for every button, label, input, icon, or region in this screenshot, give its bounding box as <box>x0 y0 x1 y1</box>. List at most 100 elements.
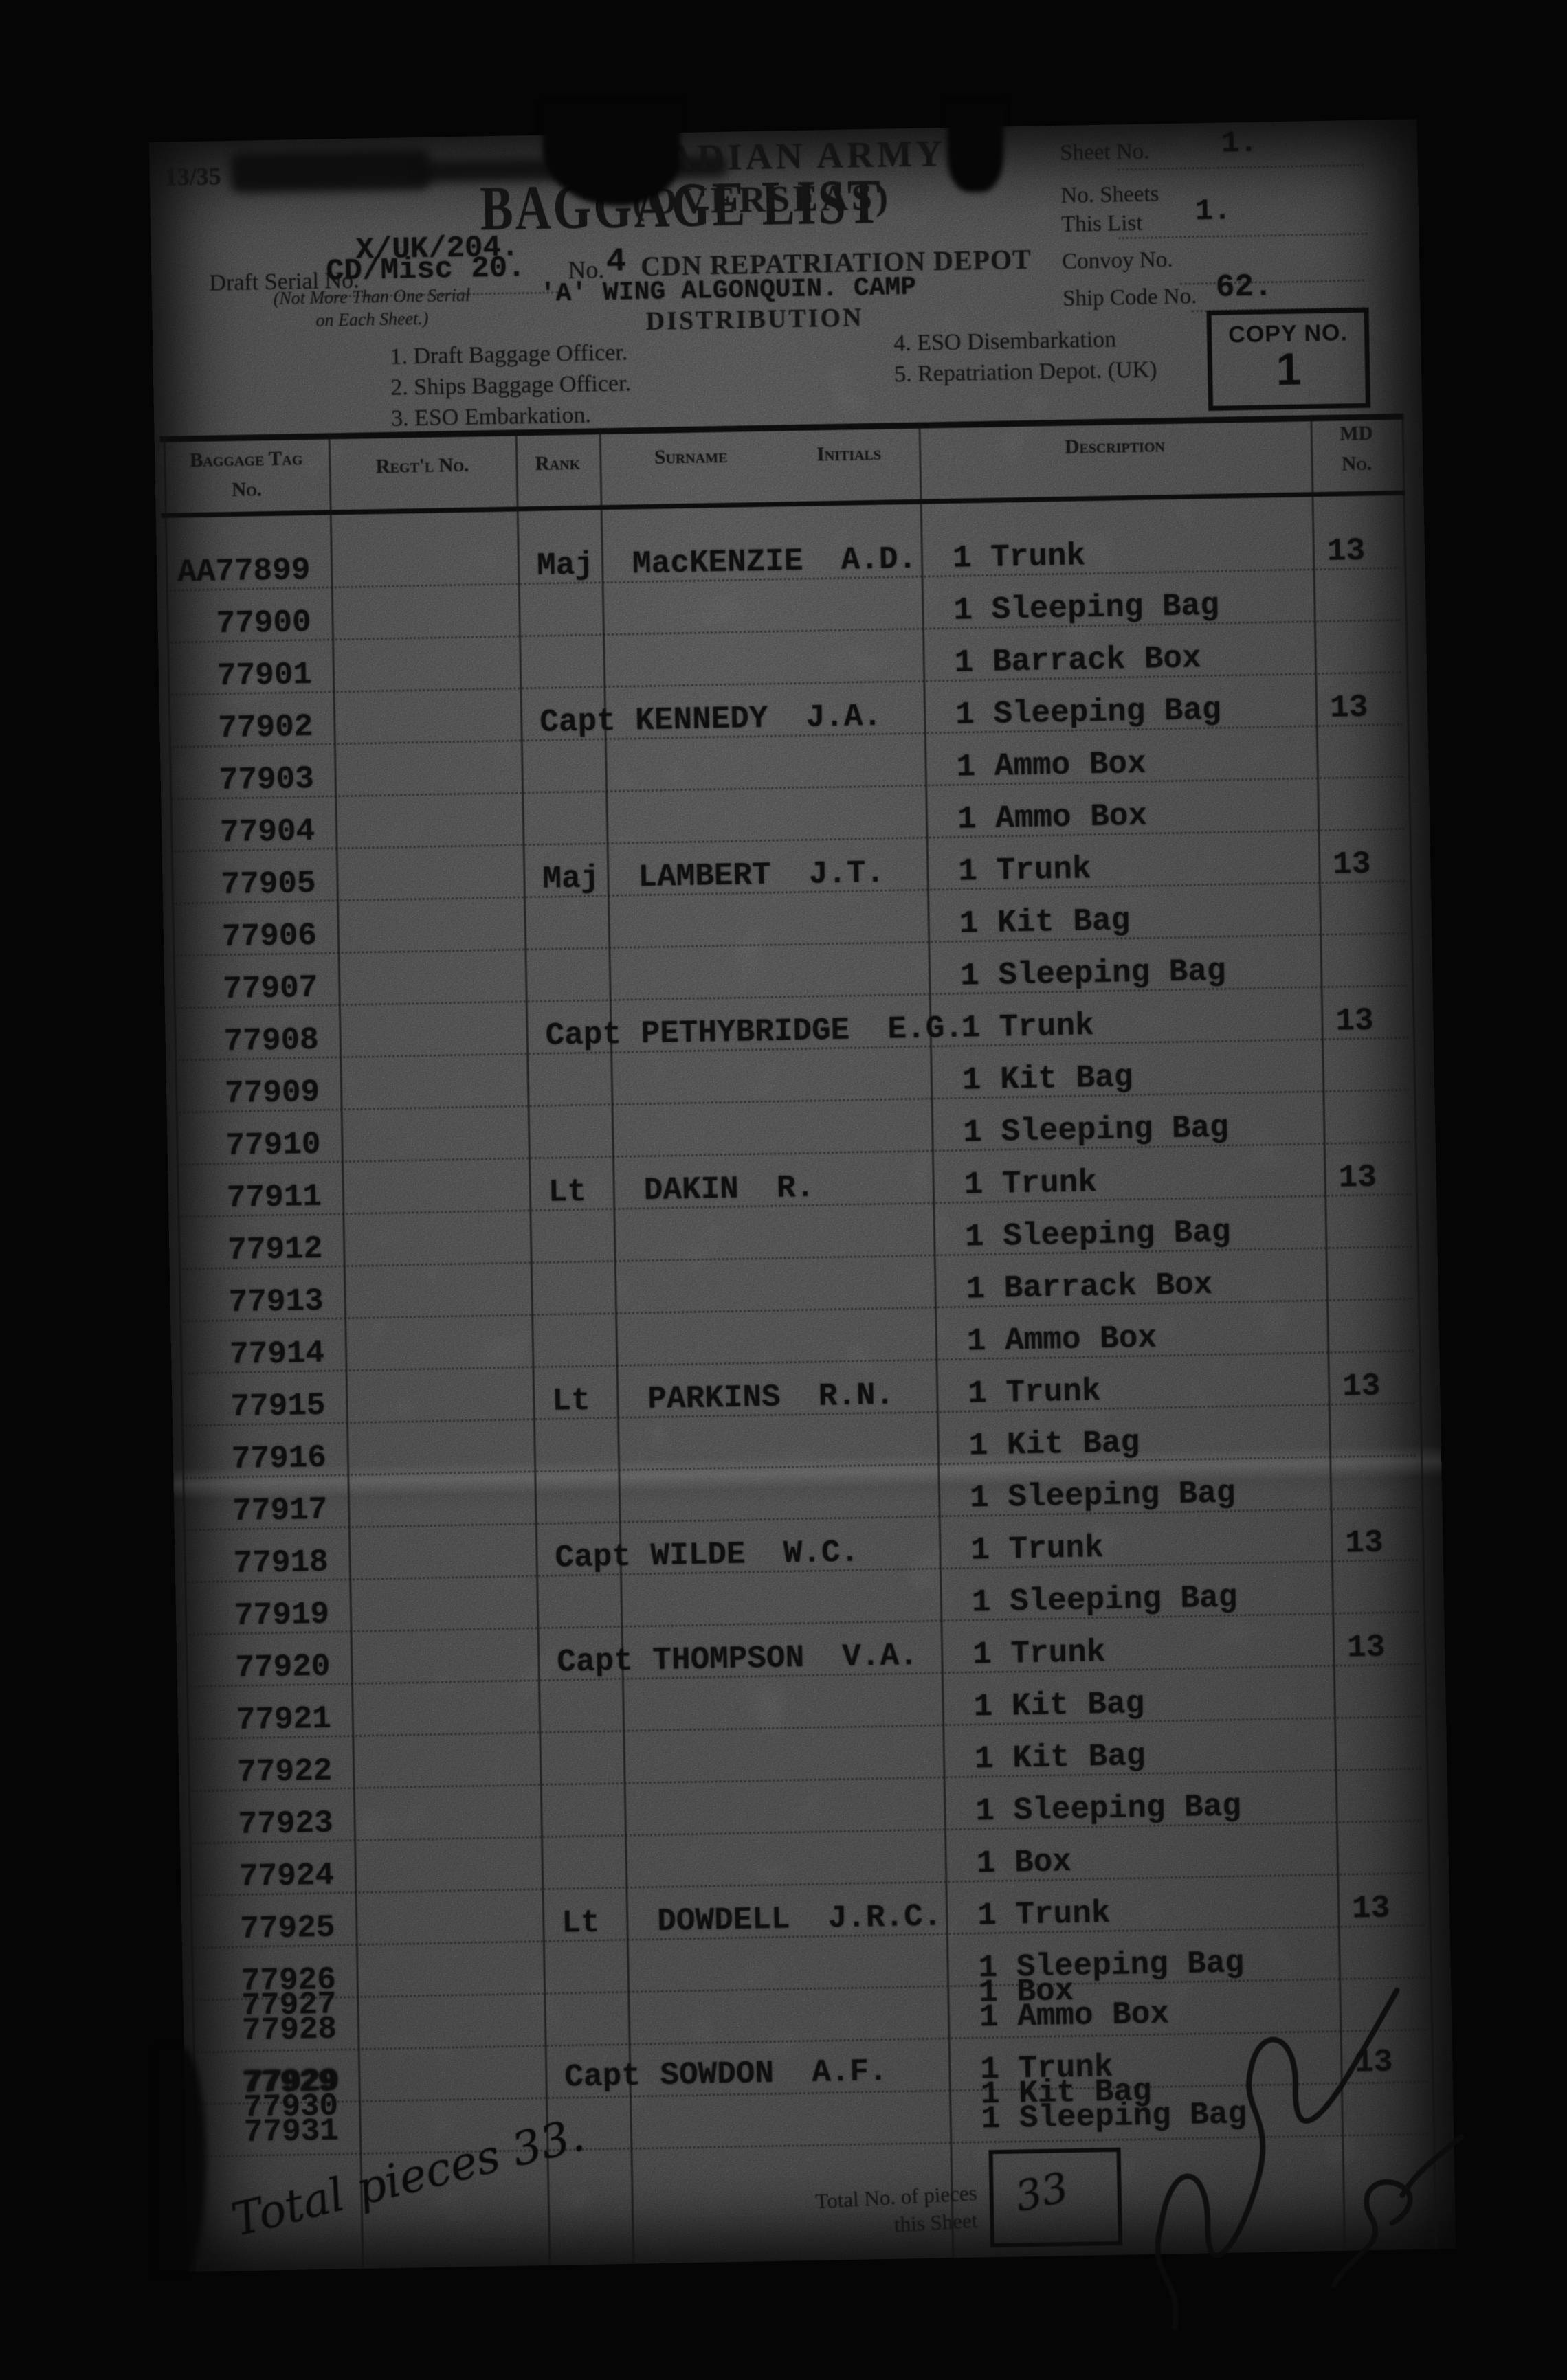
distribution-item: 5. Repatriation Depot. (UK) <box>893 357 1157 388</box>
description-cell: 1 Ammo Box <box>979 1996 1170 2036</box>
md-no-cell: 13 <box>1351 1890 1390 1927</box>
ship-code-label: Ship Code No. <box>1062 284 1197 311</box>
baggage-tag-cell: 77919 <box>234 1596 330 1635</box>
total-pieces-value: 33 <box>1011 2163 1073 2222</box>
sheet-no-rule <box>1117 164 1364 171</box>
md-no-cell: 13 <box>1344 1525 1384 1562</box>
no-sheets-value: 1. <box>1194 194 1232 229</box>
md-no-cell: 13 <box>1338 1159 1377 1196</box>
surname-initials-cell: LAMBERT J.T. <box>638 855 885 896</box>
description-cell: 1 Ammo Box <box>956 745 1147 785</box>
rank-cell: Lt <box>561 1905 601 1942</box>
table-row: 77919 1 Sleeping Bag <box>176 1576 1445 1638</box>
description-cell: 1 Ammo Box <box>957 798 1148 838</box>
surname-initials-cell: WILDE W.C. <box>650 1534 860 1575</box>
table-row: 77925 Lt DOWDELL J.R.C. 1 Trunk 13 <box>181 1889 1450 1951</box>
surname-initials-cell: PETHYBRIDGE E.G. <box>641 1010 964 1053</box>
table-row: 77920 Capt THOMPSON V.A. 1 Trunk 13 <box>177 1628 1445 1690</box>
form-title: BAGGAGE LIST <box>479 166 884 244</box>
description-cell: 1 Kit Bag <box>973 1686 1145 1725</box>
baggage-tag-cell: 77907 <box>222 969 318 1008</box>
baggage-tag-cell: 77921 <box>236 1700 332 1739</box>
distribution-list-left: 1. Draft Baggage Officer. 2. Ships Baggag… <box>390 337 632 434</box>
baggage-tag-cell: 77901 <box>216 656 313 695</box>
col-header-md-no: No. <box>1341 452 1372 475</box>
distribution-list-right: 4. ESO Disembarkation 5. Repatriation Dep… <box>893 323 1157 390</box>
description-cell: 1 Trunk <box>970 1530 1104 1569</box>
description-cell: 1 Box <box>976 1843 1072 1882</box>
distribution-item: 4. ESO Disembarkation <box>893 326 1117 357</box>
description-cell: 1 Sleeping Bag <box>971 1580 1238 1621</box>
scan-artifact-blob <box>543 103 680 206</box>
form-number-label: 13/35 <box>164 162 222 191</box>
table-row: 77912 1 Sleeping Bag <box>169 1211 1438 1272</box>
table-row: 77906 1 Kit Bag <box>164 897 1432 959</box>
table-row: 77902 Capt KENNEDY J.A. 1 Sleeping Bag 13 <box>159 688 1428 750</box>
table-row: 77914 1 Ammo Box <box>171 1315 1440 1377</box>
photostat-page: 13/35 CANADIAN ARMY (OVERSEAS) BAGGAGE L… <box>148 119 1465 2331</box>
description-cell: 1 Trunk <box>961 1008 1095 1046</box>
baggage-tag-cell: 77910 <box>225 1126 322 1165</box>
scan-artifact-blob <box>158 2047 206 2274</box>
description-cell: 1 Kit Bag <box>974 1738 1146 1777</box>
ink-stamp-smudge <box>230 149 431 193</box>
scan-artifact-blob <box>947 103 1003 192</box>
signature-handwriting <box>1155 1987 1465 2331</box>
description-cell: 1 Trunk <box>964 1165 1098 1203</box>
serial-note: (Not More Than One Serial on Each Sheet.… <box>255 283 489 333</box>
serial-note-line2: on Each Sheet.) <box>315 308 429 330</box>
sheet-no-value: 1. <box>1221 126 1258 161</box>
copy-no-value: 1 <box>1276 343 1302 395</box>
table-row: 77900 1 Sleeping Bag <box>157 584 1426 646</box>
rank-cell: Maj <box>542 860 600 897</box>
description-cell: 1 Trunk <box>972 1635 1106 1673</box>
distribution-item: 2. Ships Baggage Officer. <box>390 370 632 401</box>
col-header-baggage-no: No. <box>231 478 263 502</box>
table-row: 77903 1 Ammo Box <box>160 741 1429 802</box>
baggage-tag-cell: 77924 <box>238 1857 335 1896</box>
table-row: 77918 Capt WILDE W.C. 1 Trunk 13 <box>175 1524 1443 1586</box>
baggage-tag-cell: 77917 <box>232 1492 328 1530</box>
table-row: 77917 1 Sleeping Bag <box>174 1472 1443 1534</box>
table-row: 77908 Capt PETHYBRIDGE E.G. 1 Trunk 13 <box>165 1002 1434 1064</box>
description-cell: 1 Trunk <box>957 851 1092 890</box>
rank-cell: Lt <box>551 1382 591 1419</box>
baggage-tag-cell: 77928 <box>241 2011 337 2050</box>
surname-initials-cell: THOMPSON V.A. <box>652 1638 919 1679</box>
baggage-tag-cell: 77911 <box>226 1178 322 1217</box>
surname-initials-cell: KENNEDY J.A. <box>634 698 882 739</box>
table-row: 77916 1 Kit Bag <box>173 1419 1441 1481</box>
baggage-tag-cell: 77900 <box>216 604 312 642</box>
rank-cell: Capt <box>545 1016 622 1054</box>
baggage-tag-cell: 77922 <box>236 1753 333 1791</box>
baggage-tag-cell: 77920 <box>234 1648 331 1687</box>
rank-cell: Capt <box>555 1538 632 1576</box>
description-cell: 1 Sleeping Bag <box>959 953 1227 994</box>
baggage-tag-cell: 77923 <box>238 1805 334 1843</box>
baggage-tag-cell: 77918 <box>233 1544 329 1582</box>
description-cell: 1 Sleeping Bag <box>953 587 1220 629</box>
description-cell: 1 Sleeping Bag <box>975 1788 1242 1830</box>
description-cell: 1 Trunk <box>977 1895 1111 1934</box>
col-header-initials: Initials <box>816 442 882 466</box>
table-row: 77924 1 Box <box>181 1837 1449 1899</box>
table-row: 77921 1 Kit Bag <box>177 1681 1446 1742</box>
description-cell: 1 Ammo Box <box>966 1320 1157 1360</box>
distribution-item: 1. Draft Baggage Officer. <box>390 339 628 370</box>
table-row: 77915 Lt PARKINS R.N. 1 Trunk 13 <box>172 1367 1441 1429</box>
convoy-no-label: Convoy No. <box>1061 247 1173 274</box>
md-no-cell: 13 <box>1329 689 1368 726</box>
col-header-baggage-tag: Baggage Tag <box>189 447 303 472</box>
no-sheets-label-2: This List <box>1060 210 1143 237</box>
table-row: 77922 1 Kit Bag <box>179 1733 1447 1795</box>
description-cell: 1 Sleeping Bag <box>962 1110 1230 1151</box>
baggage-tag-cell: 77913 <box>228 1283 324 1321</box>
md-no-cell: 13 <box>1346 1629 1386 1666</box>
surname-initials-cell: PARKINS R.N. <box>647 1377 895 1418</box>
description-cell: 1 Barrack Box <box>966 1267 1213 1307</box>
description-cell: 1 Trunk <box>967 1373 1102 1412</box>
md-no-cell: 13 <box>1332 846 1371 883</box>
baggage-tag-cell: 77903 <box>219 761 315 799</box>
table-row: 77923 1 Sleeping Bag <box>179 1785 1448 1847</box>
